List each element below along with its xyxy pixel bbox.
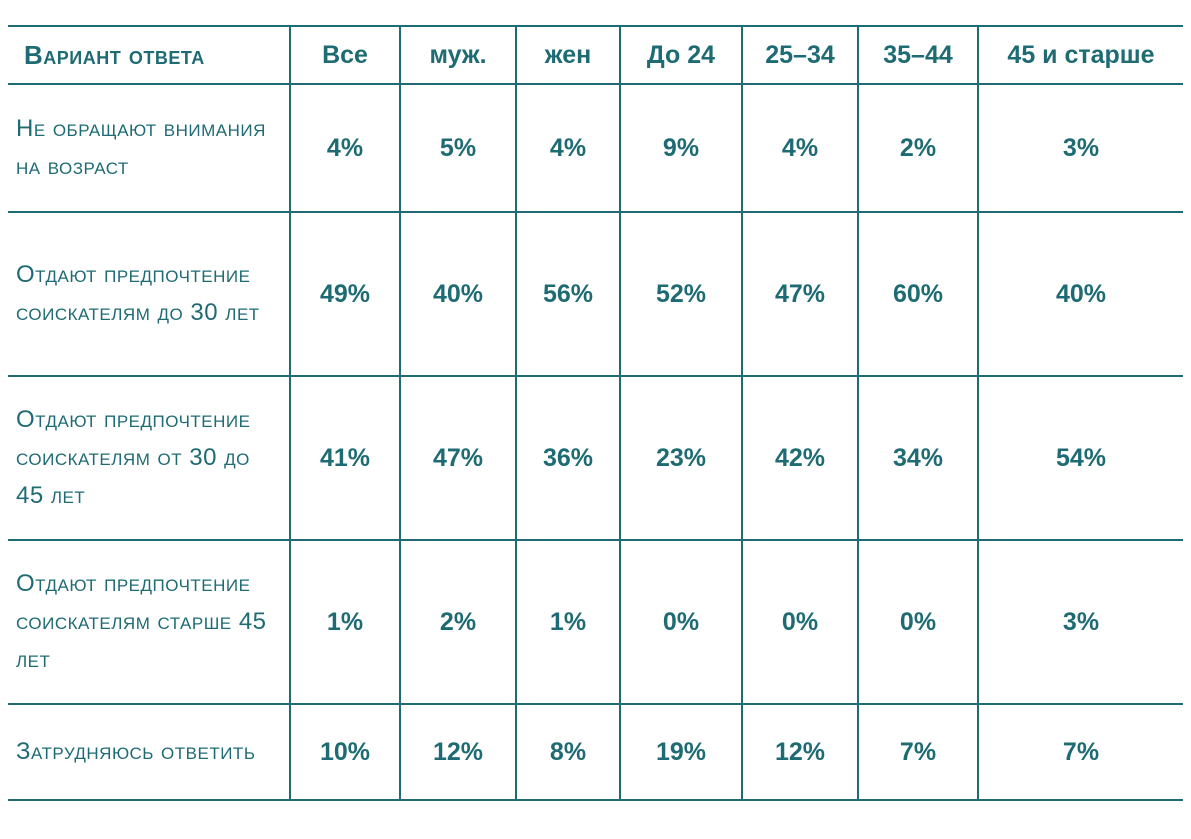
cell-value: 1% (515, 539, 620, 704)
cell-value: 4% (515, 83, 620, 212)
cell-value: 60% (857, 211, 978, 376)
cell-value: 4% (741, 83, 858, 212)
cell-value: 40% (399, 211, 516, 376)
table-body: Не обращают внимания на возраст 4% 5% 4%… (8, 83, 1183, 800)
column-header-45-plus: 45 и старше (977, 25, 1183, 84)
table-row: Отдают предпочтение соискателям старше 4… (8, 539, 1183, 704)
cell-value: 4% (289, 83, 400, 212)
cell-value: 2% (857, 83, 978, 212)
cell-value: 9% (619, 83, 742, 212)
cell-value: 49% (289, 211, 400, 376)
cell-value: 42% (741, 375, 858, 540)
cell-value: 0% (619, 539, 742, 704)
cell-value: 7% (857, 703, 978, 800)
table-row: Затрудняюсь ответить 10% 12% 8% 19% 12% … (8, 703, 1183, 800)
cell-value: 47% (741, 211, 858, 376)
survey-results-table: Вариант ответа Все муж. жен До 24 25–34 … (8, 25, 1183, 801)
column-header-25-34: 25–34 (741, 25, 858, 84)
cell-value: 3% (977, 539, 1183, 704)
column-header-answer-option: Вариант ответа (8, 25, 290, 84)
column-header-male: муж. (399, 25, 516, 84)
cell-value: 23% (619, 375, 742, 540)
cell-value: 52% (619, 211, 742, 376)
cell-value: 12% (399, 703, 516, 800)
cell-value: 19% (619, 703, 742, 800)
table-row: Не обращают внимания на возраст 4% 5% 4%… (8, 83, 1183, 212)
survey-table-container: Вариант ответа Все муж. жен До 24 25–34 … (8, 25, 1183, 801)
cell-value: 1% (289, 539, 400, 704)
cell-value: 3% (977, 83, 1183, 212)
cell-value: 10% (289, 703, 400, 800)
cell-value: 56% (515, 211, 620, 376)
cell-value: 34% (857, 375, 978, 540)
table-header: Вариант ответа Все муж. жен До 24 25–34 … (8, 25, 1183, 84)
cell-value: 7% (977, 703, 1183, 800)
row-label: Затрудняюсь ответить (8, 703, 290, 800)
cell-value: 0% (857, 539, 978, 704)
column-header-35-44: 35–44 (857, 25, 978, 84)
cell-value: 36% (515, 375, 620, 540)
cell-value: 41% (289, 375, 400, 540)
header-row: Вариант ответа Все муж. жен До 24 25–34 … (8, 25, 1183, 84)
cell-value: 0% (741, 539, 858, 704)
cell-value: 40% (977, 211, 1183, 376)
row-label: Не обращают внимания на возраст (8, 83, 290, 212)
cell-value: 8% (515, 703, 620, 800)
column-header-female: жен (515, 25, 620, 84)
cell-value: 2% (399, 539, 516, 704)
row-label: Отдают предпочтение соискателям от 30 до… (8, 375, 290, 540)
row-label: Отдают предпочтение соискателям старше 4… (8, 539, 290, 704)
table-row: Отдают предпочтение соискателям от 30 до… (8, 375, 1183, 540)
column-header-all: Все (289, 25, 400, 84)
row-label: Отдают предпочтение соискателям до 30 ле… (8, 211, 290, 376)
cell-value: 5% (399, 83, 516, 212)
cell-value: 12% (741, 703, 858, 800)
column-header-under-24: До 24 (619, 25, 742, 84)
cell-value: 54% (977, 375, 1183, 540)
table-row: Отдают предпочтение соискателям до 30 ле… (8, 211, 1183, 376)
cell-value: 47% (399, 375, 516, 540)
